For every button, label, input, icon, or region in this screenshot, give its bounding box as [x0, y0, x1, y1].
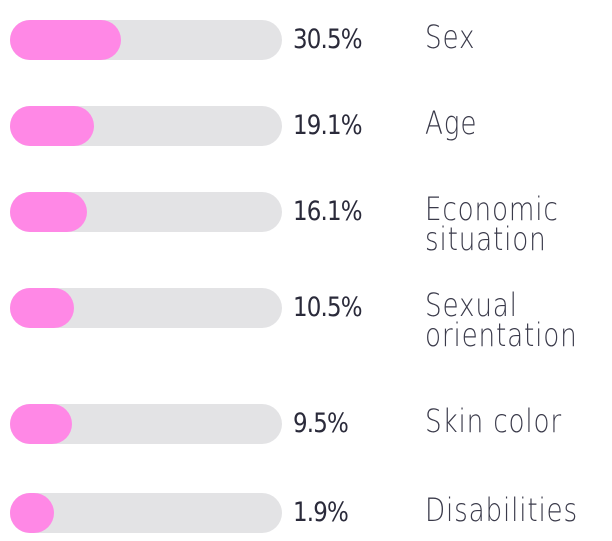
category-label: Age: [425, 104, 478, 142]
value-label: 1.9%: [293, 497, 349, 528]
bar-track: [10, 493, 282, 533]
value-label: 10.5%: [293, 292, 363, 323]
value-label: 30.5%: [293, 24, 363, 55]
bar: [10, 106, 95, 146]
category-label: Sex: [425, 18, 476, 56]
bar: [10, 192, 88, 232]
category-label: Sexual orientation: [425, 286, 578, 354]
bar: [10, 404, 73, 444]
category-label: Disabilities: [425, 491, 579, 529]
bar: [10, 20, 121, 60]
category-label: Economic situation: [425, 190, 559, 258]
value-label: 16.1%: [293, 196, 363, 227]
bar: [10, 493, 55, 533]
value-label: 19.1%: [293, 110, 363, 141]
value-label: 9.5%: [293, 408, 349, 439]
category-label: Skin color: [425, 402, 562, 440]
bar: [10, 288, 75, 328]
